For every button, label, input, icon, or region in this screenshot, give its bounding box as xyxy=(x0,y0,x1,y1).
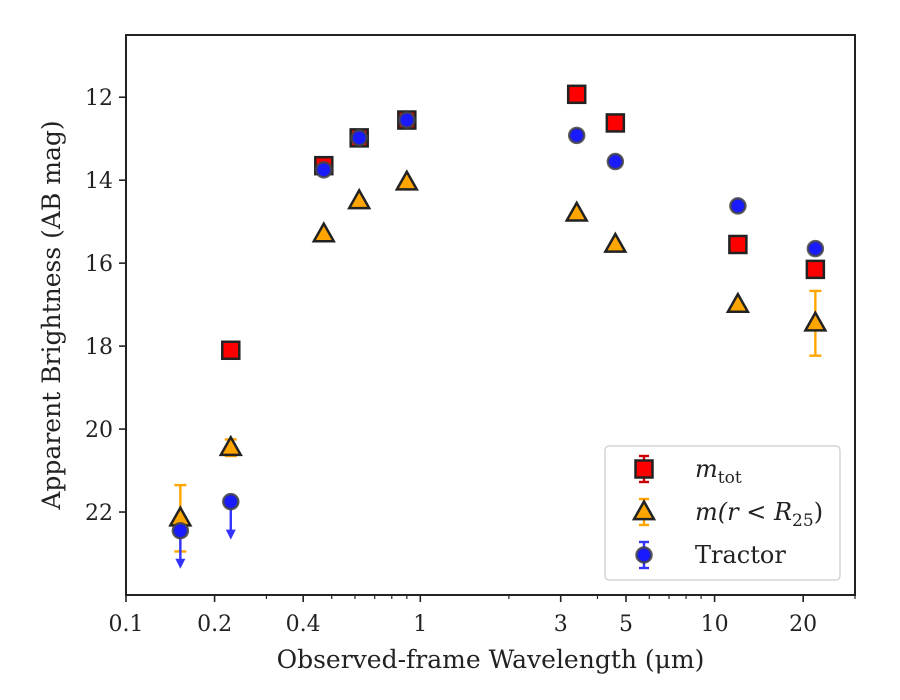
legend-label-main: m xyxy=(695,455,718,483)
data-point xyxy=(728,234,748,255)
y-axis: 12 14 16 18 20 22 xyxy=(85,86,126,526)
data-point xyxy=(606,152,625,171)
plot-frame xyxy=(125,34,856,596)
legend-marker-mr25 xyxy=(631,498,657,521)
x-tick-label: 0.4 xyxy=(286,612,321,637)
y-tick-label: 18 xyxy=(85,335,113,360)
series-mtot xyxy=(221,84,826,361)
data-point xyxy=(171,521,190,540)
data-point xyxy=(805,259,826,280)
data-point xyxy=(350,129,368,147)
data-point xyxy=(566,84,587,105)
y-tick-label: 20 xyxy=(85,418,113,443)
y-tick-label: 14 xyxy=(85,169,113,194)
x-tick-label: 1 xyxy=(413,612,427,637)
data-point xyxy=(725,291,751,314)
legend-marker-tractor xyxy=(635,546,653,564)
upper-limit-arrowhead xyxy=(175,558,186,569)
legend-label-main: m xyxy=(695,498,718,526)
y-tick-label: 16 xyxy=(85,252,113,277)
data-point xyxy=(729,197,747,215)
legend-marker-mtot xyxy=(634,459,654,479)
data-point xyxy=(806,239,825,258)
x-tick-label: 10 xyxy=(701,612,729,637)
data-point xyxy=(218,434,243,457)
data-point xyxy=(222,492,240,511)
x-tick-label: 0.2 xyxy=(197,612,232,637)
data-point xyxy=(603,231,628,253)
upper-limit-arrowhead xyxy=(225,529,236,540)
legend-label-expr: (r < R xyxy=(718,498,792,526)
legend-label-sub: tot xyxy=(718,468,742,488)
x-axis-title: Observed-frame Wavelength (μm) xyxy=(277,645,705,674)
y-axis-title: Apparent Brightness (AB mag) xyxy=(37,120,66,510)
legend-label-tractor: Tractor xyxy=(695,541,786,569)
legend-label-main: Tractor xyxy=(695,541,786,569)
y-tick-label: 12 xyxy=(85,86,113,111)
data-point xyxy=(564,200,589,222)
x-tick-label: 0.1 xyxy=(109,612,144,637)
x-tick-label: 3 xyxy=(554,612,568,637)
legend-label-mtot: mtot xyxy=(695,455,742,488)
x-axis: 0.1 0.2 0.4 1 3 5 10 20 xyxy=(109,595,856,637)
data-point xyxy=(221,340,241,361)
data-point xyxy=(311,221,336,243)
y-tick-label: 22 xyxy=(85,501,113,526)
series-mr25 xyxy=(168,169,828,553)
series-tractor xyxy=(171,111,825,569)
data-point xyxy=(398,111,416,129)
data-point xyxy=(803,310,828,332)
x-tick-label: 5 xyxy=(619,612,633,637)
data-point xyxy=(567,126,586,145)
data-point xyxy=(605,113,626,133)
legend-label-mr25: m(r < R25) xyxy=(695,498,823,531)
data-point xyxy=(315,161,333,179)
legend-label-tail: ) xyxy=(814,498,823,526)
x-tick-label: 20 xyxy=(789,612,817,637)
legend-label-sub: 25 xyxy=(792,511,814,531)
legend-box xyxy=(604,445,841,581)
data-point xyxy=(347,187,372,210)
plot-area xyxy=(168,84,828,569)
data-point xyxy=(394,169,419,191)
